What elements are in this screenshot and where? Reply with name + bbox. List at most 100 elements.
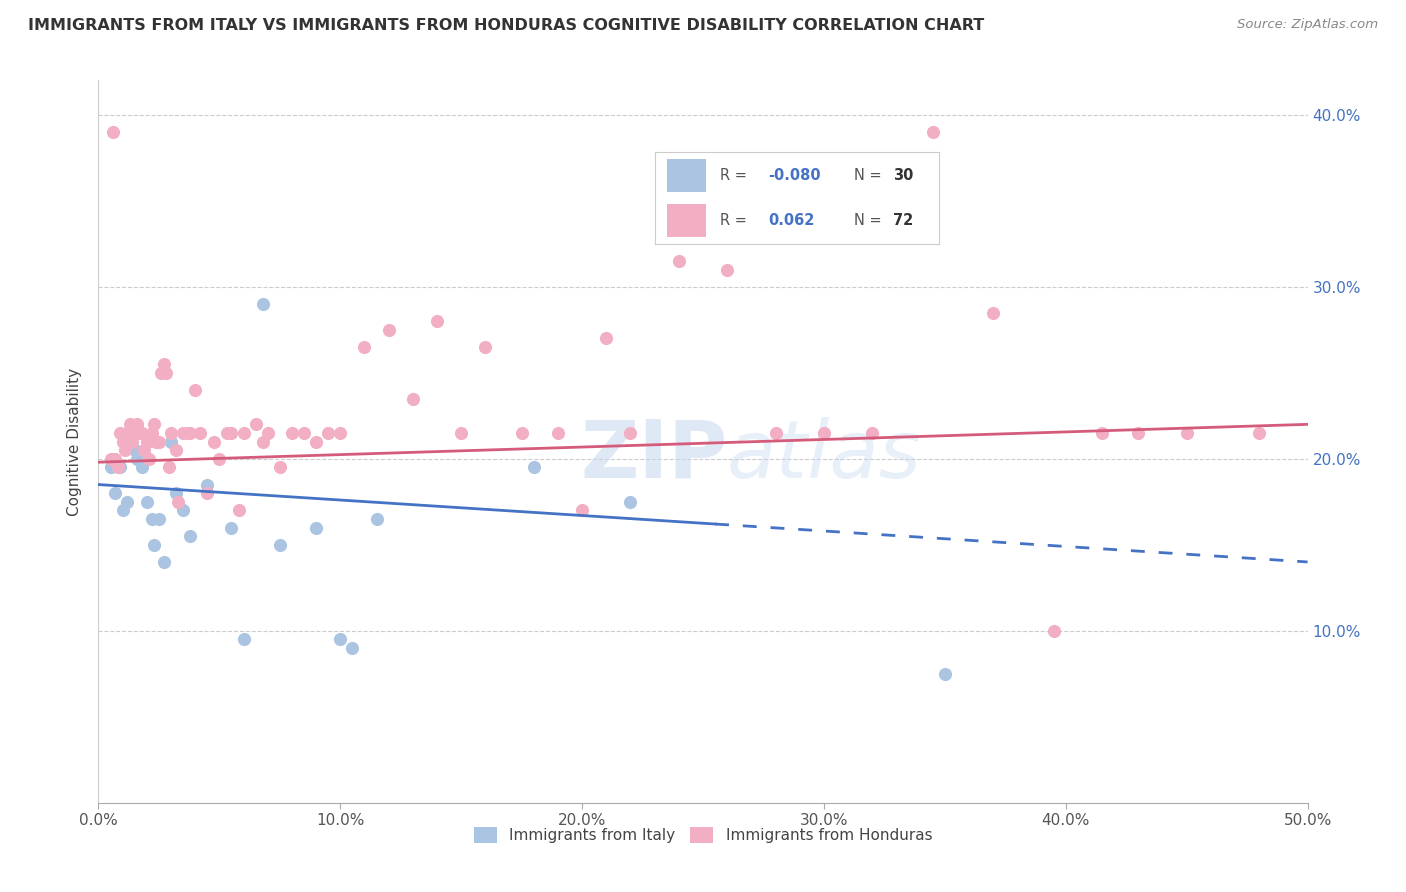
Point [104, 486, 127, 500]
Point [117, 425, 139, 440]
Point [155, 366, 177, 380]
Y-axis label: Cognitive Disability: Cognitive Disability [67, 368, 83, 516]
Point [188, 425, 211, 440]
Point [668, 253, 690, 268]
Point [143, 538, 166, 552]
Text: ZIP: ZIP [579, 417, 727, 495]
Point [124, 443, 146, 458]
Point [228, 503, 250, 517]
Text: 72: 72 [893, 213, 914, 227]
Point [107, 460, 129, 475]
Point [101, 125, 124, 139]
Point [765, 425, 787, 440]
Point [281, 425, 304, 440]
Point [152, 357, 174, 371]
Point [111, 503, 134, 517]
Point [619, 425, 641, 440]
Point [523, 460, 546, 475]
Point [145, 434, 167, 449]
Point [195, 486, 218, 500]
Point [143, 417, 166, 432]
Point [118, 417, 141, 432]
Point [150, 366, 173, 380]
Point [135, 494, 157, 508]
Point [252, 297, 274, 311]
Point [981, 305, 1004, 319]
Point [108, 425, 131, 440]
Text: atlas: atlas [727, 417, 922, 495]
Point [204, 434, 226, 449]
Point [131, 425, 153, 440]
Point [1128, 425, 1150, 440]
Point [1042, 624, 1064, 638]
Point [100, 451, 122, 466]
Point [138, 451, 160, 466]
Text: N =: N = [853, 168, 886, 183]
Point [269, 538, 291, 552]
Point [934, 666, 956, 681]
Point [141, 425, 163, 440]
Point [716, 262, 738, 277]
Point [813, 425, 835, 440]
Text: 0.062: 0.062 [769, 213, 815, 227]
Point [208, 451, 231, 466]
Point [426, 314, 449, 328]
Point [184, 383, 207, 397]
Point [232, 632, 254, 647]
Point [221, 425, 243, 440]
Point [571, 503, 593, 517]
Point [172, 503, 194, 517]
Point [377, 323, 399, 337]
Point [305, 520, 328, 534]
Point [329, 425, 352, 440]
Point [128, 425, 150, 440]
Point [148, 434, 170, 449]
Point [111, 434, 134, 449]
Point [160, 434, 183, 449]
Point [134, 443, 156, 458]
Point [179, 425, 201, 440]
Point [157, 460, 180, 475]
Point [124, 425, 146, 440]
Point [547, 425, 569, 440]
Point [252, 434, 274, 449]
Point [366, 512, 388, 526]
Point [860, 425, 883, 440]
Point [177, 425, 200, 440]
Point [165, 443, 187, 458]
Point [245, 417, 267, 432]
Point [127, 451, 149, 466]
Point [1091, 425, 1114, 440]
Text: N =: N = [853, 213, 886, 227]
Text: Source: ZipAtlas.com: Source: ZipAtlas.com [1237, 18, 1378, 31]
Point [510, 425, 533, 440]
Point [215, 425, 238, 440]
Point [172, 425, 194, 440]
Point [167, 494, 190, 508]
Point [165, 486, 187, 500]
Text: 30: 30 [893, 168, 914, 183]
Text: R =: R = [720, 168, 752, 183]
Point [195, 477, 218, 491]
Point [104, 451, 127, 466]
Point [121, 434, 143, 449]
Point [921, 125, 943, 139]
Point [292, 425, 315, 440]
Point [152, 555, 174, 569]
Point [450, 425, 472, 440]
Point [160, 425, 183, 440]
Point [342, 640, 364, 655]
Point [100, 460, 122, 475]
Point [135, 434, 157, 449]
Point [1249, 425, 1271, 440]
Point [595, 331, 617, 345]
Point [114, 443, 136, 458]
Point [305, 434, 328, 449]
Point [474, 340, 496, 354]
Point [118, 434, 141, 449]
Point [402, 392, 425, 406]
Point [131, 460, 153, 475]
Point [329, 632, 352, 647]
Point [1175, 425, 1198, 440]
Text: -0.080: -0.080 [769, 168, 821, 183]
